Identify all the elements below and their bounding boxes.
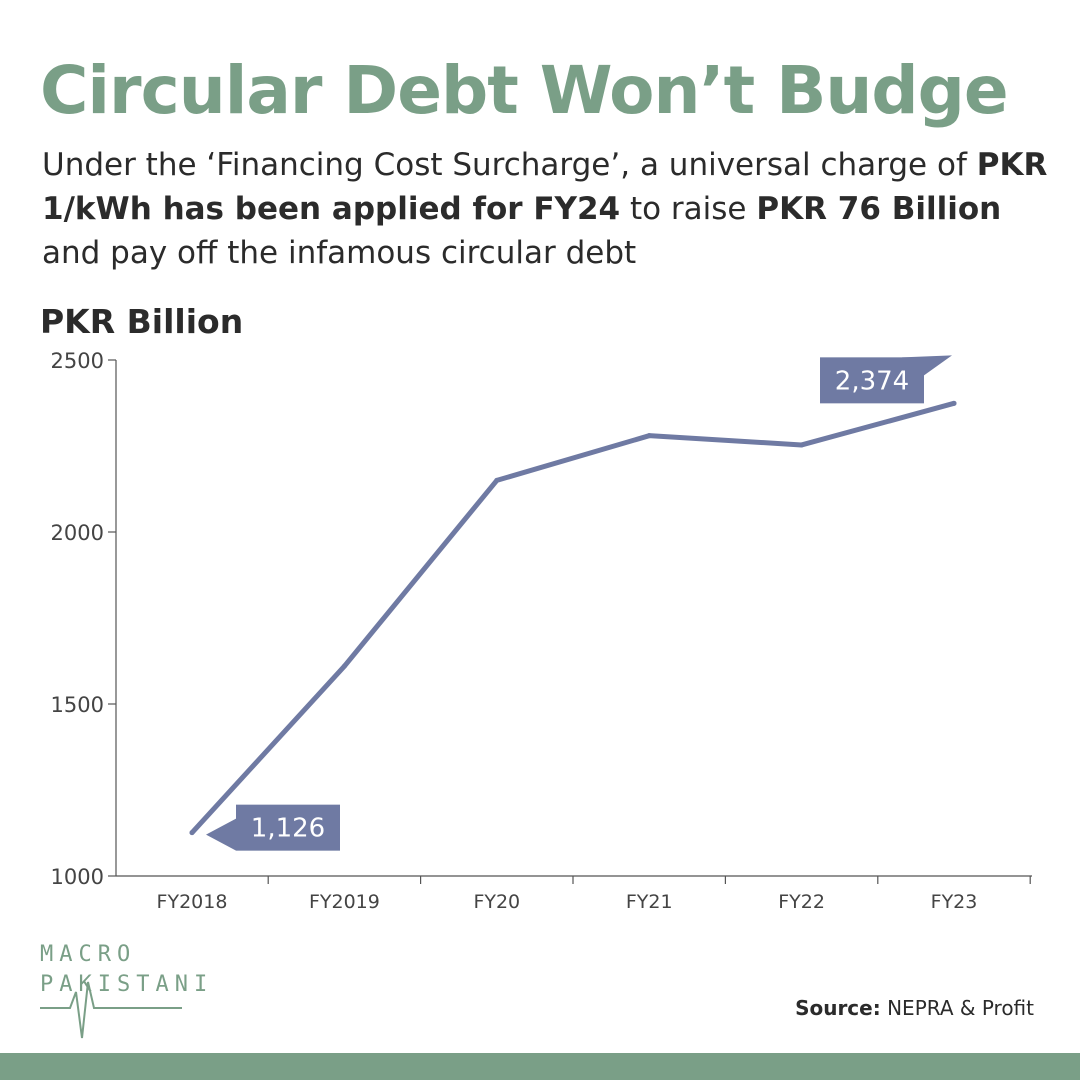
x-tick-label: FY20 bbox=[473, 891, 520, 913]
chart-subtitle: Under the ‘Financing Cost Surcharge’, a … bbox=[42, 143, 1052, 275]
data-point bbox=[189, 830, 195, 836]
subtitle-text-1: Under the ‘Financing Cost Surcharge’, a … bbox=[42, 147, 977, 183]
subtitle-text-2: to raise bbox=[620, 191, 757, 227]
subtitle-bold-1: PKR 1/kWh has been applied for FY24 bbox=[42, 147, 1048, 227]
x-tick-label: FY2018 bbox=[157, 891, 228, 913]
x-tick-label: FY23 bbox=[931, 891, 978, 913]
data-label-pointer bbox=[206, 818, 236, 851]
series-line bbox=[189, 400, 957, 836]
logo-heartbeat-icon bbox=[40, 981, 182, 1039]
x-tick-label: FY21 bbox=[626, 891, 673, 913]
data-label-box bbox=[820, 357, 924, 404]
logo-text-line2: PAKISTANI bbox=[40, 972, 214, 997]
source-text: NEPRA & Profit bbox=[880, 996, 1034, 1020]
macro-pakistani-logo: MACRO PAKISTANI bbox=[40, 942, 207, 1042]
subtitle-text-3: and pay off the infamous circular debt bbox=[42, 235, 637, 271]
y-axis-unit-label: PKR Billion bbox=[40, 302, 244, 341]
logo-text-line1: MACRO bbox=[40, 942, 137, 967]
y-tick-label: 1500 bbox=[51, 693, 104, 717]
data-label-box bbox=[236, 804, 340, 851]
footer-bar bbox=[0, 1053, 1080, 1080]
x-tick-label: FY2019 bbox=[309, 891, 380, 913]
data-point bbox=[951, 400, 957, 406]
data-label-text: 2,374 bbox=[835, 366, 909, 396]
source-note: Source: NEPRA & Profit bbox=[795, 996, 1034, 1020]
y-tick-label: 1000 bbox=[51, 865, 104, 889]
subtitle-bold-2: PKR 76 Billion bbox=[756, 191, 1002, 227]
data-point bbox=[799, 442, 805, 448]
data-point bbox=[494, 477, 500, 483]
chart-title: Circular Debt Won’t Budge bbox=[40, 52, 1009, 129]
data-point bbox=[341, 663, 347, 669]
source-label: Source: bbox=[795, 996, 881, 1020]
data-point bbox=[646, 433, 652, 439]
y-tick-label: 2500 bbox=[51, 349, 104, 373]
x-tick-label: FY22 bbox=[778, 891, 825, 913]
data-label-text: 1,126 bbox=[251, 814, 325, 844]
y-tick-label: 2000 bbox=[51, 521, 104, 545]
